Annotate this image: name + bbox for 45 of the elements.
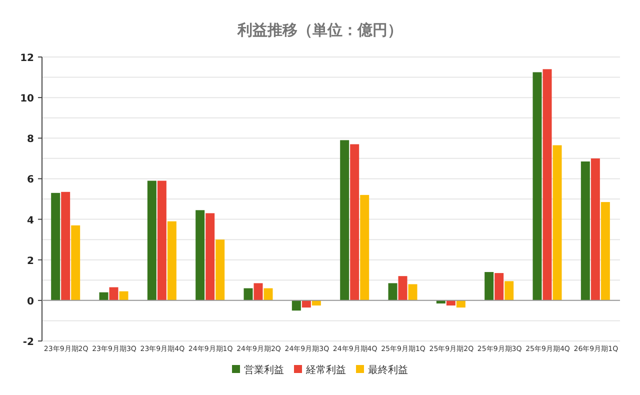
bar [408,284,418,300]
bar [580,161,590,300]
bar [61,192,70,300]
bar [119,291,128,300]
y-tick-label: 0 [27,296,34,308]
y-tick-label: 10 [20,94,34,105]
bar [216,240,225,300]
bar [292,300,301,311]
y-tick-label: 8 [27,134,34,146]
y-tick-label: -2 [22,337,34,348]
legend-label: 最終利益 [368,364,408,376]
bar [340,140,350,300]
y-tick-label: 12 [20,53,34,64]
y-tick-label: 2 [27,256,34,267]
legend-label: 営業利益 [244,364,284,376]
bar [147,180,156,300]
bar [196,210,205,300]
y-tick-label: 6 [27,174,34,186]
bar [244,288,253,300]
bar [360,194,370,300]
bar [157,180,166,300]
bar [398,276,408,300]
bar [302,300,311,308]
bar [254,283,263,300]
legend-label: 経常利益 [305,364,346,376]
bar [71,225,80,300]
y-tick-label: 4 [27,215,34,226]
bar [206,213,215,300]
bar [494,273,504,300]
bar [167,221,176,300]
bar [504,281,514,300]
bar [99,292,108,300]
bar [109,287,118,300]
bar [456,300,466,308]
bar [350,144,360,300]
bar [51,192,60,300]
bar [542,69,552,300]
bar [388,283,398,300]
bar [532,72,542,300]
chart-title: 利益推移（単位：億円） [236,21,402,39]
bar [264,288,273,300]
bar [484,272,494,300]
bar [590,158,600,300]
bar [600,202,610,300]
bar [552,145,562,300]
